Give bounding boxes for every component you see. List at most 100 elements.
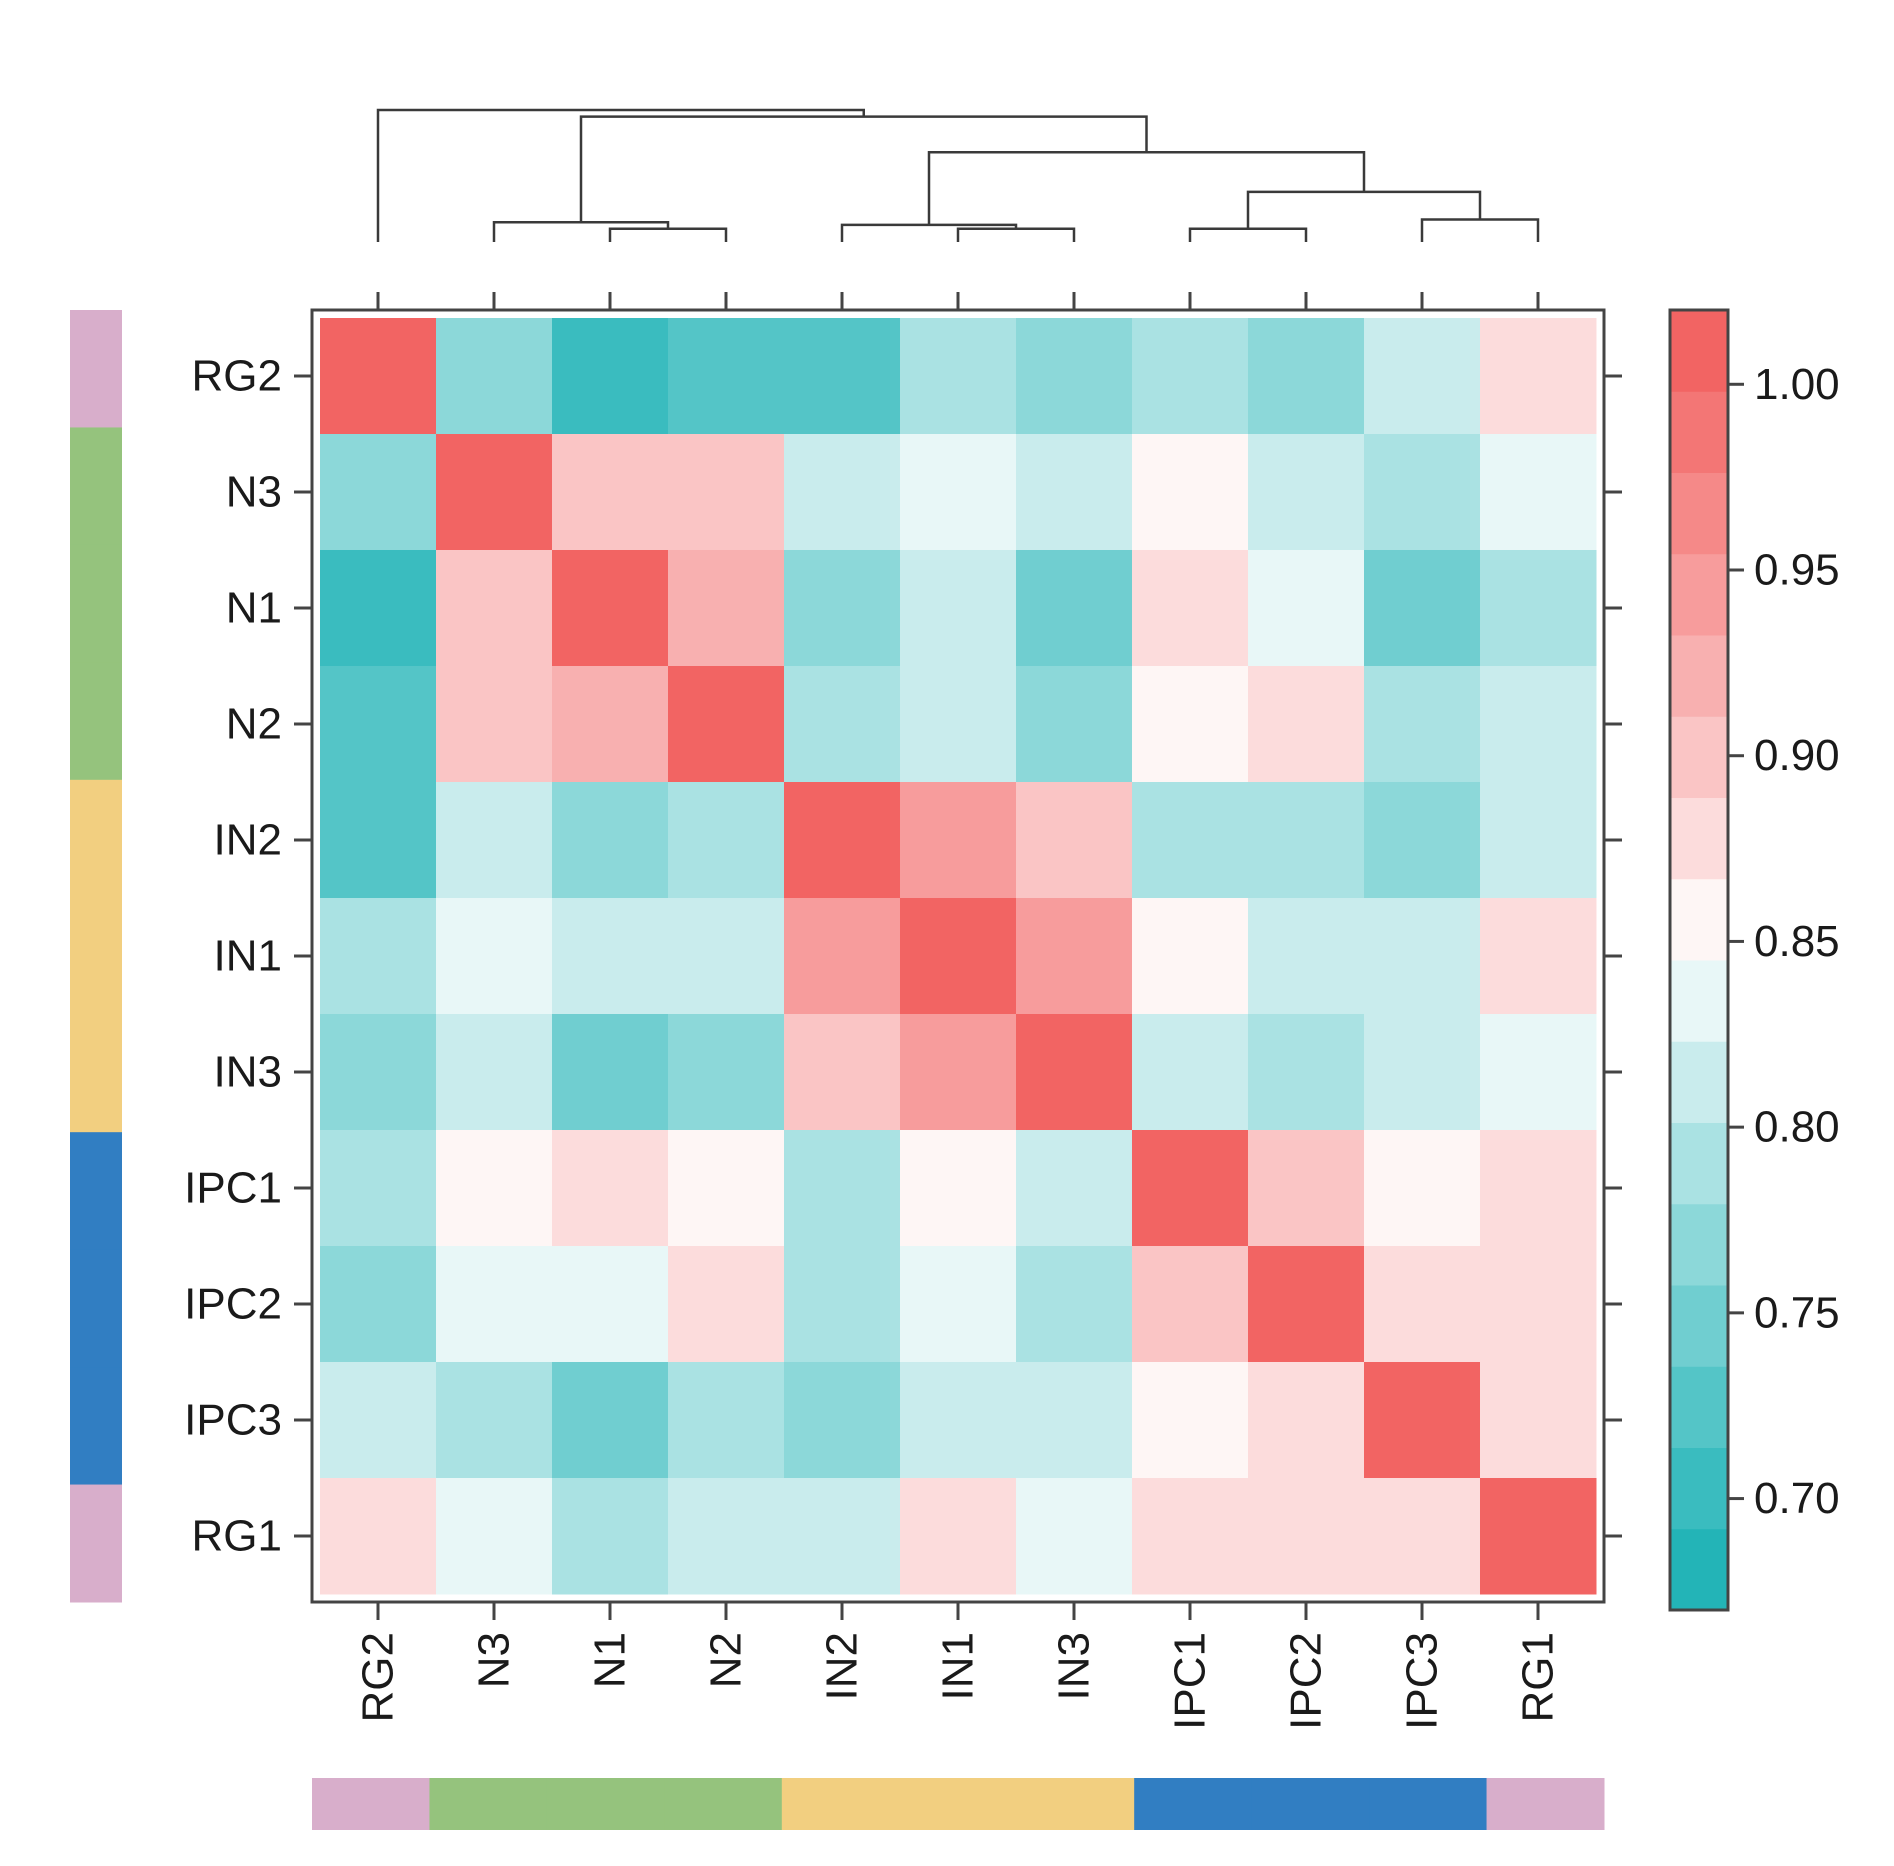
heatmap-cell-N3-N1 bbox=[552, 434, 669, 551]
heatmap-cell-N2-N3 bbox=[436, 666, 553, 783]
heatmap-cell-RG2-N3 bbox=[436, 318, 553, 435]
heatmap-cell-IPC1-RG1 bbox=[1480, 1130, 1597, 1247]
heatmap-cell-IN3-IPC2 bbox=[1248, 1014, 1365, 1131]
colorbar-step bbox=[1670, 1203, 1728, 1286]
heatmap-cell-IPC2-N2 bbox=[668, 1246, 785, 1363]
heatmap-cell-IN3-RG1 bbox=[1480, 1014, 1597, 1131]
heatmap-cell-RG1-IN1 bbox=[900, 1478, 1017, 1595]
dendrogram-branch bbox=[376, 108, 865, 242]
column-group-rg bbox=[1486, 1778, 1605, 1830]
heatmap-cell-N2-RG1 bbox=[1480, 666, 1597, 783]
colorbar-step bbox=[1670, 1366, 1728, 1448]
row-label-N3: N3 bbox=[226, 468, 282, 517]
heatmap-cell-IPC2-IPC1 bbox=[1132, 1246, 1249, 1363]
heatmap-cell-IN1-N3 bbox=[436, 898, 553, 1015]
colorbar-tick-label: 0.95 bbox=[1754, 546, 1840, 595]
heatmap-cell-N2-IN1 bbox=[900, 666, 1017, 783]
column-label-IN1: IN1 bbox=[934, 1632, 983, 1700]
column-label-RG1: RG1 bbox=[1514, 1632, 1563, 1722]
colorbar-tick-label: 0.85 bbox=[1754, 917, 1840, 966]
heatmap-cell-IN3-N1 bbox=[552, 1014, 669, 1131]
column-label-IN2: IN2 bbox=[818, 1632, 867, 1700]
heatmap-cell-IPC1-IN3 bbox=[1016, 1130, 1133, 1247]
dendrogram-branch bbox=[579, 115, 1148, 223]
heatmap-cell-RG1-N2 bbox=[668, 1478, 785, 1595]
column-label-IPC2: IPC2 bbox=[1282, 1632, 1331, 1730]
heatmap-cell-IPC1-IN1 bbox=[900, 1130, 1017, 1247]
heatmap-cell-N3-IPC3 bbox=[1364, 434, 1481, 551]
heatmap-cell-IN2-IPC3 bbox=[1364, 782, 1481, 899]
heatmap-cell-RG2-IN3 bbox=[1016, 318, 1133, 435]
heatmap-cell-RG1-RG1 bbox=[1480, 1478, 1597, 1595]
colorbar-step bbox=[1670, 1447, 1728, 1530]
row-label-IN1: IN1 bbox=[214, 932, 282, 981]
row-label-RG1: RG1 bbox=[192, 1512, 282, 1561]
heatmap-cell-RG2-IN1 bbox=[900, 318, 1017, 435]
heatmap-cell-N1-RG1 bbox=[1480, 550, 1597, 667]
heatmap-cell-N1-N2 bbox=[668, 550, 785, 667]
heatmap-cell-RG2-RG1 bbox=[1480, 318, 1597, 435]
heatmap-cell-IPC3-N1 bbox=[552, 1362, 669, 1479]
heatmap-cells bbox=[320, 318, 1597, 1595]
heatmap-cell-N2-IN2 bbox=[784, 666, 901, 783]
heatmap-cell-IPC1-N1 bbox=[552, 1130, 669, 1247]
heatmap-cell-N3-IN2 bbox=[784, 434, 901, 551]
heatmap-cell-N2-IPC3 bbox=[1364, 666, 1481, 783]
heatmap-cell-N2-IPC1 bbox=[1132, 666, 1249, 783]
colorbar-tick-label: 1.00 bbox=[1754, 360, 1840, 409]
heatmap-cell-IN3-N3 bbox=[436, 1014, 553, 1131]
colorbar-tick-label: 0.75 bbox=[1754, 1288, 1840, 1337]
dendrogram-branch bbox=[1420, 218, 1540, 242]
heatmap-cell-N3-IN1 bbox=[900, 434, 1017, 551]
column-label-IPC1: IPC1 bbox=[1166, 1632, 1215, 1730]
column-group-rg bbox=[312, 1778, 430, 1830]
heatmap-cell-IN1-IN3 bbox=[1016, 898, 1133, 1015]
heatmap-cell-IPC3-IN2 bbox=[784, 1362, 901, 1479]
heatmap-cell-IN1-RG1 bbox=[1480, 898, 1597, 1015]
heatmap-cell-IPC3-IPC1 bbox=[1132, 1362, 1249, 1479]
heatmap-cell-RG2-RG2 bbox=[320, 318, 437, 435]
column-tick-labels: RG2 N3 N1 N2 IN2 IN1 IN3 IPC1 IPC2 IPC3 RG1 bbox=[354, 1632, 1563, 1730]
colorbar-step bbox=[1670, 716, 1728, 798]
heatmap-cell-RG2-IPC2 bbox=[1248, 318, 1365, 435]
row-group-color-bar bbox=[70, 310, 122, 1603]
heatmap-cell-IN2-IPC2 bbox=[1248, 782, 1365, 899]
column-group-n bbox=[429, 1778, 548, 1830]
heatmap-cell-IPC2-RG2 bbox=[320, 1246, 437, 1363]
row-group-ipc bbox=[70, 1132, 122, 1251]
dendrogram-branch bbox=[1188, 227, 1308, 242]
colorbar-step bbox=[1670, 1041, 1728, 1123]
heatmap-cell-IN2-N1 bbox=[552, 782, 669, 899]
heatmap-cell-N1-IPC2 bbox=[1248, 550, 1365, 667]
heatmap-cell-IPC2-IPC3 bbox=[1364, 1246, 1481, 1363]
heatmap-cell-IPC1-RG2 bbox=[320, 1130, 437, 1247]
heatmap-cell-IN2-IN1 bbox=[900, 782, 1017, 899]
heatmap-cell-RG1-RG2 bbox=[320, 1478, 437, 1595]
heatmap-cell-N1-N1 bbox=[552, 550, 669, 667]
row-label-IPC3: IPC3 bbox=[184, 1396, 282, 1445]
heatmap-cell-RG1-N1 bbox=[552, 1478, 669, 1595]
column-label-IN3: IN3 bbox=[1050, 1632, 1099, 1700]
heatmap-cell-IPC2-IN3 bbox=[1016, 1246, 1133, 1363]
column-group-in bbox=[1016, 1778, 1135, 1830]
row-group-ipc bbox=[70, 1367, 122, 1486]
heatmap-cell-N3-RG2 bbox=[320, 434, 437, 551]
column-label-RG2: RG2 bbox=[354, 1632, 403, 1722]
heatmap-cell-IPC3-IN1 bbox=[900, 1362, 1017, 1479]
heatmap-cell-IN1-IN1 bbox=[900, 898, 1017, 1015]
column-group-ipc bbox=[1134, 1778, 1253, 1830]
heatmap-cell-IPC3-N2 bbox=[668, 1362, 785, 1479]
colorbar-step bbox=[1670, 960, 1728, 1042]
colorbar-step bbox=[1670, 391, 1728, 473]
heatmap-cell-IPC3-IPC3 bbox=[1364, 1362, 1481, 1479]
heatmap-cell-RG2-N2 bbox=[668, 318, 785, 435]
heatmap-cell-IN1-N1 bbox=[552, 898, 669, 1015]
colorbar-step bbox=[1670, 472, 1728, 555]
heatmap-cell-RG2-IPC1 bbox=[1132, 318, 1249, 435]
heatmap-cell-N1-IPC1 bbox=[1132, 550, 1249, 667]
heatmap-cell-IN2-IPC1 bbox=[1132, 782, 1249, 899]
row-group-in bbox=[70, 897, 122, 1016]
row-group-n bbox=[70, 662, 122, 781]
heatmap-cell-IN2-IN2 bbox=[784, 782, 901, 899]
